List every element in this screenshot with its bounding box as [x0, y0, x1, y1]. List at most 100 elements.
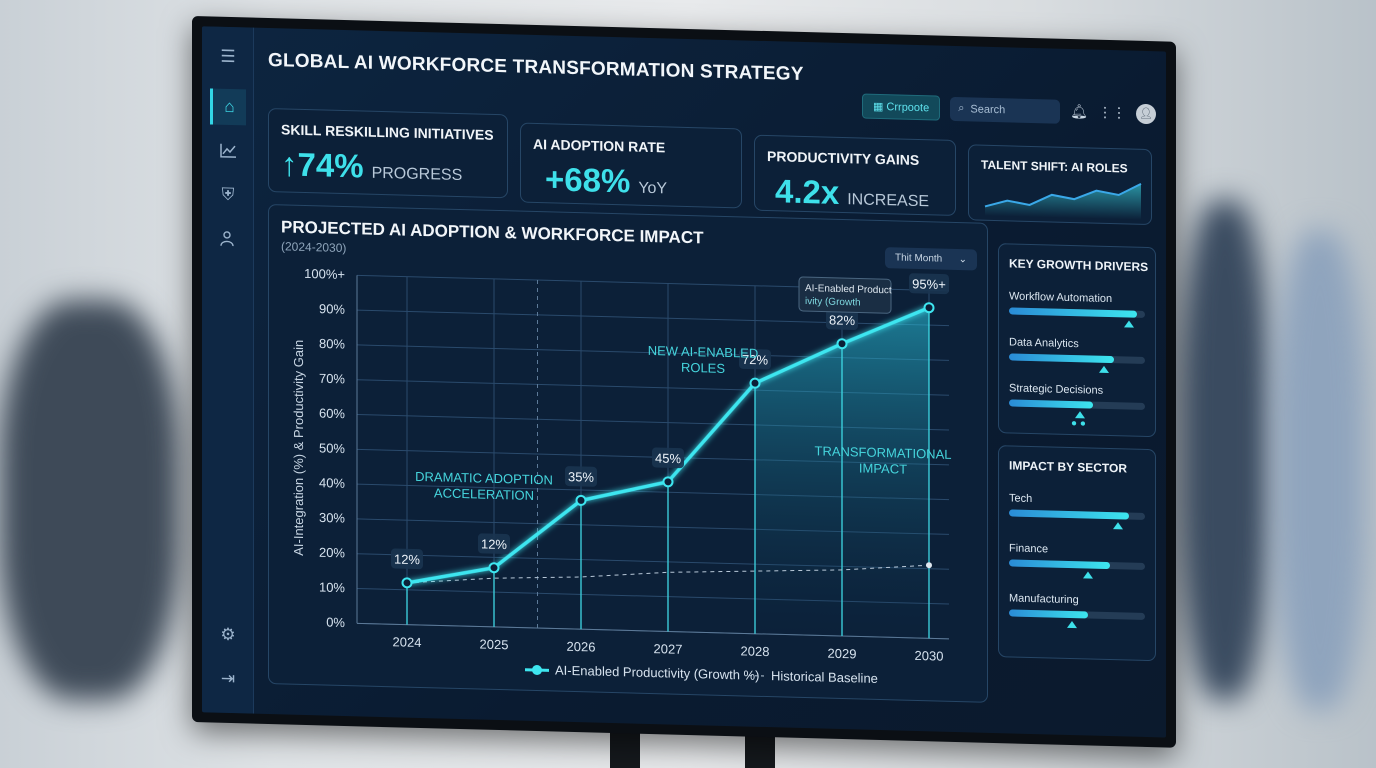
bar-label: Data Analytics — [1009, 336, 1079, 351]
bar-item-tech[interactable]: Tech — [1009, 492, 1145, 530]
svg-text:50%: 50% — [319, 440, 345, 456]
bar-label: Strategic Decisions — [1009, 382, 1104, 397]
background-person — [0, 300, 180, 700]
triangle-marker-icon — [1099, 365, 1110, 374]
line-chart[interactable]: 0% 10% 20% 30% 40% 50% 60% 70% 80% 90% 100%+ 2024 20… — [269, 205, 989, 704]
bar-item-workflow-automation[interactable]: Workflow Automation — [1009, 290, 1145, 328]
bar-item-data-analytics[interactable]: Data Analytics — [1009, 336, 1145, 374]
kpi-value: 4.2x — [775, 172, 840, 211]
bell-icon[interactable]: 🔔︎ — [1070, 102, 1088, 120]
kpi-value: ↑74% — [281, 145, 364, 185]
svg-text:90%: 90% — [319, 301, 345, 317]
kpi-unit: INCREASE — [847, 191, 930, 211]
pagination-dots[interactable]: ● ● — [1071, 418, 1086, 430]
menu-icon[interactable]: ☰ — [220, 46, 236, 67]
sidebar-item-analytics[interactable] — [210, 132, 246, 169]
triangle-marker-icon — [1112, 522, 1123, 530]
svg-text:12%: 12% — [481, 536, 507, 552]
kpi-card-productivity: PRODUCTIVITY GAINS 4.2x INCREASE — [754, 134, 956, 217]
monitor: ☰ ⌂ ⛨ ⚙ ⇥ GLOBAL AI WORKFORCE TRANSFORMA… — [192, 16, 1176, 748]
kpi-label: PRODUCTIVITY GAINS — [767, 148, 920, 169]
svg-text:ivity (Growth: ivity (Growth — [805, 296, 861, 308]
panel-title: KEY GROWTH DRIVERS — [1009, 256, 1149, 275]
svg-text:ACCELERATION: ACCELERATION — [434, 485, 534, 503]
kpi-label: SKILL RESKILLING INITIATIVES — [281, 121, 494, 143]
svg-text:2026: 2026 — [567, 639, 596, 655]
svg-text:80%: 80% — [319, 336, 345, 352]
progress-bar — [1009, 399, 1145, 419]
page-title: GLOBAL AI WORKFORCE TRANSFORMATION STRAT… — [268, 49, 804, 86]
svg-text:TRANSFORMATIONAL: TRANSFORMATIONAL — [815, 443, 952, 462]
search-input[interactable]: ⌕ Search — [950, 96, 1061, 124]
svg-text:NEW AI-ENABLED: NEW AI-ENABLED — [648, 343, 759, 361]
search-placeholder: Search — [970, 102, 1006, 116]
svg-text:Historical Baseline: Historical Baseline — [771, 668, 878, 686]
panel-title: IMPACT BY SECTOR — [1009, 458, 1128, 476]
avatar[interactable]: 👤︎ — [1136, 103, 1156, 124]
svg-text:AI-Enabled Productivity (Growt: AI-Enabled Productivity (Growth %) — [555, 663, 759, 683]
bar-item-manufacturing[interactable]: Manufacturing — [1009, 592, 1145, 629]
svg-text:95%+: 95%+ — [912, 276, 946, 292]
home-icon: ⌂ — [224, 96, 235, 117]
chart-line-icon — [220, 143, 236, 158]
svg-text:10%: 10% — [319, 580, 345, 596]
kpi-label: TALENT SHIFT: AI ROLES — [981, 157, 1128, 176]
progress-bar — [1009, 559, 1145, 579]
progress-bar — [1009, 509, 1145, 530]
kpi-card-reskilling: SKILL RESKILLING INITIATIVES ↑74% PROGRES… — [268, 107, 508, 199]
progress-bar — [1009, 307, 1145, 328]
svg-text:72%: 72% — [742, 352, 768, 368]
shield-icon: ⛨ — [221, 184, 235, 205]
building-icon: ▦ — [872, 100, 887, 114]
svg-text:DRAMATIC ADOPTION: DRAMATIC ADOPTION — [415, 469, 553, 488]
search-icon: ⌕ — [958, 102, 965, 115]
svg-text:12%: 12% — [394, 552, 420, 568]
svg-text:2030: 2030 — [915, 648, 944, 664]
progress-bar — [1009, 609, 1145, 629]
kpi-label: AI ADOPTION RATE — [533, 135, 666, 156]
svg-text:AI-Enabled Product: AI-Enabled Product — [805, 283, 892, 296]
sidebar-item-settings[interactable]: ⚙ — [210, 616, 246, 653]
sidebar-item-shield[interactable]: ⛨ — [210, 176, 246, 213]
bar-item-finance[interactable]: Finance — [1009, 542, 1145, 579]
svg-text:20%: 20% — [319, 545, 345, 561]
sector-impact-panel: IMPACT BY SECTOR Tech Finance Manufactur… — [998, 445, 1156, 662]
triangle-marker-icon — [1066, 620, 1077, 629]
talent-sparkline — [984, 182, 1142, 220]
svg-text:70%: 70% — [319, 371, 345, 387]
svg-text:100%+: 100%+ — [304, 266, 345, 282]
svg-text:AI-Integration (%) & Productiv: AI-Integration (%) & Productivity Gain — [291, 340, 306, 556]
svg-text:2024: 2024 — [393, 634, 422, 650]
sidebar-item-users[interactable] — [210, 220, 246, 257]
svg-text:0%: 0% — [326, 615, 345, 631]
svg-text:60%: 60% — [319, 406, 345, 422]
gear-icon: ⚙ — [220, 624, 236, 645]
sidebar-item-home[interactable]: ⌂ — [210, 88, 246, 126]
progress-bar — [1009, 353, 1145, 374]
apps-grid-icon[interactable]: ⋮⋮ — [1098, 103, 1126, 121]
kpi-card-talent-shift: TALENT SHIFT: AI ROLES — [968, 144, 1152, 226]
background-person — [1275, 230, 1365, 710]
bar-label: Manufacturing — [1009, 592, 1079, 607]
svg-text:ROLES: ROLES — [681, 360, 725, 376]
svg-text:2029: 2029 — [828, 646, 857, 662]
sidebar-item-logout[interactable]: ⇥ — [210, 660, 246, 697]
triangle-marker-icon — [1123, 320, 1134, 328]
corporate-button[interactable]: ▦ Crrpoote — [861, 93, 941, 121]
growth-drivers-panel: KEY GROWTH DRIVERS Workflow Automation D… — [998, 243, 1156, 438]
svg-text:35%: 35% — [568, 469, 594, 485]
svg-text:82%: 82% — [829, 312, 855, 328]
bar-label: Workflow Automation — [1009, 290, 1113, 306]
logout-icon: ⇥ — [220, 668, 236, 689]
kpi-card-adoption: AI ADOPTION RATE +68% YoY — [520, 122, 742, 209]
svg-text:2025: 2025 — [480, 637, 509, 653]
kpi-unit: PROGRESS — [371, 164, 463, 185]
dashboard-screen: ☰ ⌂ ⛨ ⚙ ⇥ GLOBAL AI WORKFORCE TRANSFORMA… — [202, 26, 1166, 738]
bar-item-strategic-decisions[interactable]: Strategic Decisions — [1009, 382, 1145, 419]
svg-text:2028: 2028 — [741, 643, 770, 659]
sidebar: ☰ ⌂ ⛨ ⚙ ⇥ — [202, 26, 254, 714]
svg-text:45%: 45% — [655, 450, 681, 466]
top-toolbar: ▦ Crrpoote ⌕ Search 🔔︎ ⋮⋮ 👤︎ — [861, 93, 1156, 127]
corporate-button-label: Crrpoote — [886, 101, 930, 115]
svg-text:30%: 30% — [319, 510, 345, 526]
